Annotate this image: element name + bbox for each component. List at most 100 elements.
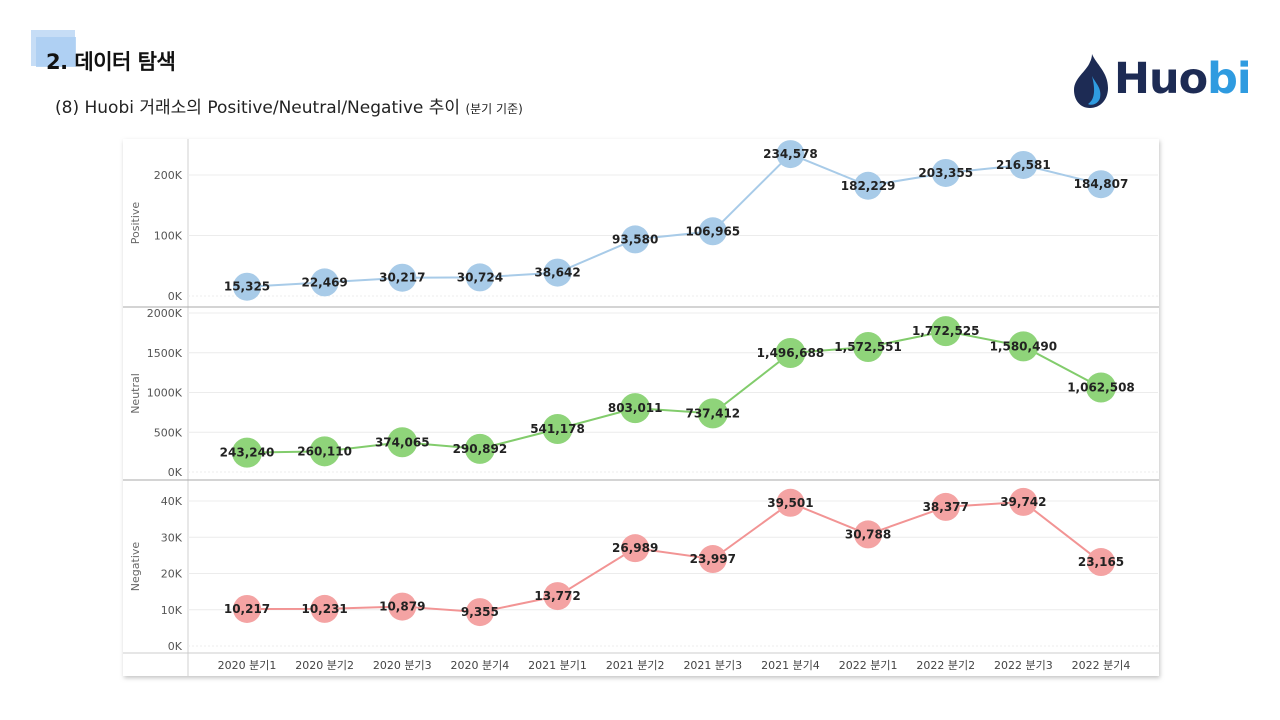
x-tick-label: 2022 분기3 xyxy=(994,659,1053,672)
chart-subtitle: (8) Huobi 거래소의 Positive/Neutral/Negative… xyxy=(55,93,523,118)
positive-point xyxy=(233,272,261,301)
negative-y-tick-label: 30K xyxy=(161,531,183,544)
negative-point xyxy=(543,582,572,611)
neutral-point xyxy=(464,433,495,464)
x-tick-label: 2022 분기4 xyxy=(1072,659,1131,672)
huobi-logo: Huobi xyxy=(1072,52,1262,112)
neutral-data-label: 260,110 xyxy=(297,444,352,458)
positive-point xyxy=(854,171,883,200)
neutral-point xyxy=(1086,372,1116,403)
neutral-point xyxy=(309,436,340,467)
logo-wordmark: Huobi xyxy=(1114,54,1252,104)
positive-data-label: 203,355 xyxy=(918,166,973,180)
x-tick-label: 2020 분기1 xyxy=(218,659,277,672)
negative-data-label: 23,165 xyxy=(1078,555,1124,569)
neutral-data-label: 1,496,688 xyxy=(757,346,825,360)
negative-data-label: 39,501 xyxy=(767,496,813,510)
negative-data-label: 39,742 xyxy=(1000,495,1046,509)
negative-axis-label: Negative xyxy=(129,542,142,592)
negative-point xyxy=(698,545,727,574)
neutral-data-label: 803,011 xyxy=(608,401,663,415)
positive-point xyxy=(543,258,572,287)
negative-data-label: 23,997 xyxy=(690,552,736,566)
negative-data-label: 9,355 xyxy=(461,605,499,619)
positive-point xyxy=(1087,170,1115,199)
subtitle-small: (분기 기준) xyxy=(465,102,523,116)
negative-data-label: 13,772 xyxy=(534,589,580,603)
neutral-point xyxy=(697,398,728,429)
x-tick-label: 2021 분기2 xyxy=(606,659,665,672)
positive-data-label: 15,325 xyxy=(224,280,270,294)
positive-y-tick-label: 0K xyxy=(168,290,183,303)
positive-point xyxy=(1009,150,1038,179)
x-tick-label: 2021 분기4 xyxy=(761,659,820,672)
positive-point xyxy=(621,225,650,254)
positive-point xyxy=(698,217,727,246)
neutral-y-tick-label: 1500K xyxy=(147,347,183,360)
neutral-data-label: 1,580,490 xyxy=(990,339,1058,353)
positive-data-label: 30,217 xyxy=(379,271,425,285)
negative-data-label: 38,377 xyxy=(923,500,969,514)
x-tick-label: 2021 분기3 xyxy=(683,659,742,672)
neutral-data-label: 1,772,525 xyxy=(912,324,980,338)
negative-point xyxy=(776,488,805,517)
neutral-point xyxy=(387,427,418,458)
x-tick-label: 2020 분기2 xyxy=(295,659,354,672)
negative-data-label: 10,231 xyxy=(301,602,347,616)
x-tick-label: 2022 분기1 xyxy=(839,659,898,672)
neutral-y-tick-label: 2000K xyxy=(147,307,183,320)
negative-point xyxy=(388,592,417,621)
decorative-square-overlay xyxy=(36,37,76,67)
neutral-point xyxy=(542,413,573,444)
positive-data-label: 216,581 xyxy=(996,158,1051,172)
neutral-data-label: 1,062,508 xyxy=(1067,381,1135,395)
negative-data-label: 10,879 xyxy=(379,600,425,614)
subtitle-main: (8) Huobi 거래소의 Positive/Neutral/Negative… xyxy=(55,98,461,118)
positive-y-tick-label: 100K xyxy=(154,230,183,243)
neutral-data-label: 737,412 xyxy=(685,406,740,420)
positive-data-label: 184,807 xyxy=(1074,177,1129,191)
negative-data-label: 30,788 xyxy=(845,527,891,541)
negative-point xyxy=(854,520,883,549)
negative-data-label: 26,989 xyxy=(612,541,658,555)
negative-y-tick-label: 20K xyxy=(161,568,183,581)
neutral-point xyxy=(232,437,262,468)
positive-point xyxy=(465,263,494,292)
positive-data-label: 106,965 xyxy=(685,224,740,238)
neutral-data-label: 541,178 xyxy=(530,422,585,436)
positive-data-label: 234,578 xyxy=(763,147,818,161)
positive-data-label: 38,642 xyxy=(534,266,580,280)
neutral-point xyxy=(1008,331,1039,362)
positive-y-tick-label: 200K xyxy=(154,169,183,182)
neutral-data-label: 243,240 xyxy=(220,446,275,460)
negative-point xyxy=(1087,548,1115,577)
positive-point xyxy=(931,158,960,187)
negative-point xyxy=(621,534,650,563)
positive-data-label: 182,229 xyxy=(841,179,896,193)
negative-y-tick-label: 0K xyxy=(168,640,183,653)
positive-point xyxy=(776,140,805,169)
flame-icon xyxy=(1074,54,1108,108)
neutral-data-label: 290,892 xyxy=(453,442,508,456)
neutral-point xyxy=(930,316,961,347)
negative-point xyxy=(1009,487,1038,516)
positive-point xyxy=(388,263,417,292)
negative-point xyxy=(233,594,261,623)
neutral-axis-label: Neutral xyxy=(129,373,142,414)
negative-y-tick-label: 10K xyxy=(161,604,183,617)
neutral-point xyxy=(620,393,651,424)
neutral-point xyxy=(853,331,884,362)
x-tick-label: 2020 분기3 xyxy=(373,659,432,672)
section-title: 2. 데이터 탐색 xyxy=(46,50,176,74)
positive-point xyxy=(310,268,339,297)
neutral-y-tick-label: 500K xyxy=(154,426,183,439)
positive-data-label: 30,724 xyxy=(457,270,503,284)
negative-y-tick-label: 40K xyxy=(161,495,183,508)
x-tick-label: 2020 분기4 xyxy=(451,659,510,672)
neutral-y-tick-label: 0K xyxy=(168,466,183,479)
negative-point xyxy=(931,492,960,521)
negative-point xyxy=(465,598,494,627)
negative-point xyxy=(310,594,339,623)
positive-data-label: 93,580 xyxy=(612,232,658,246)
